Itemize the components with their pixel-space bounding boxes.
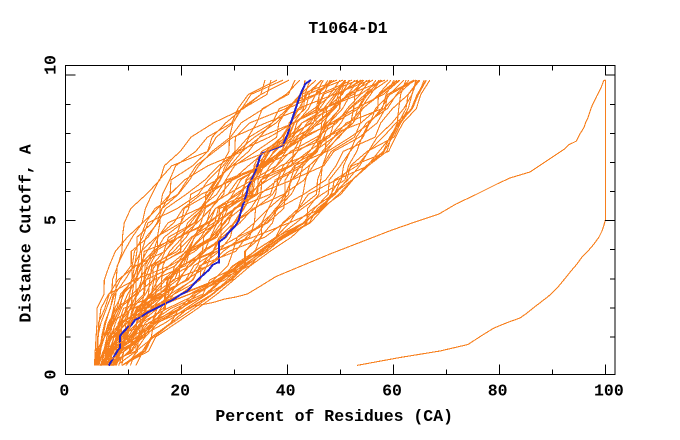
svg-text:Percent of Residues (CA): Percent of Residues (CA) [215,407,453,426]
svg-text:60: 60 [382,382,402,401]
svg-text:80: 80 [488,382,508,401]
svg-text:20: 20 [170,382,190,401]
svg-text:10: 10 [42,55,61,75]
svg-text:100: 100 [594,382,624,401]
svg-text:0: 0 [59,382,69,401]
svg-text:Distance Cutoff, A: Distance Cutoff, A [17,144,36,322]
svg-text:40: 40 [276,382,296,401]
svg-text:0: 0 [42,370,61,380]
svg-text:T1064-D1: T1064-D1 [308,19,387,38]
svg-text:5: 5 [42,215,61,225]
